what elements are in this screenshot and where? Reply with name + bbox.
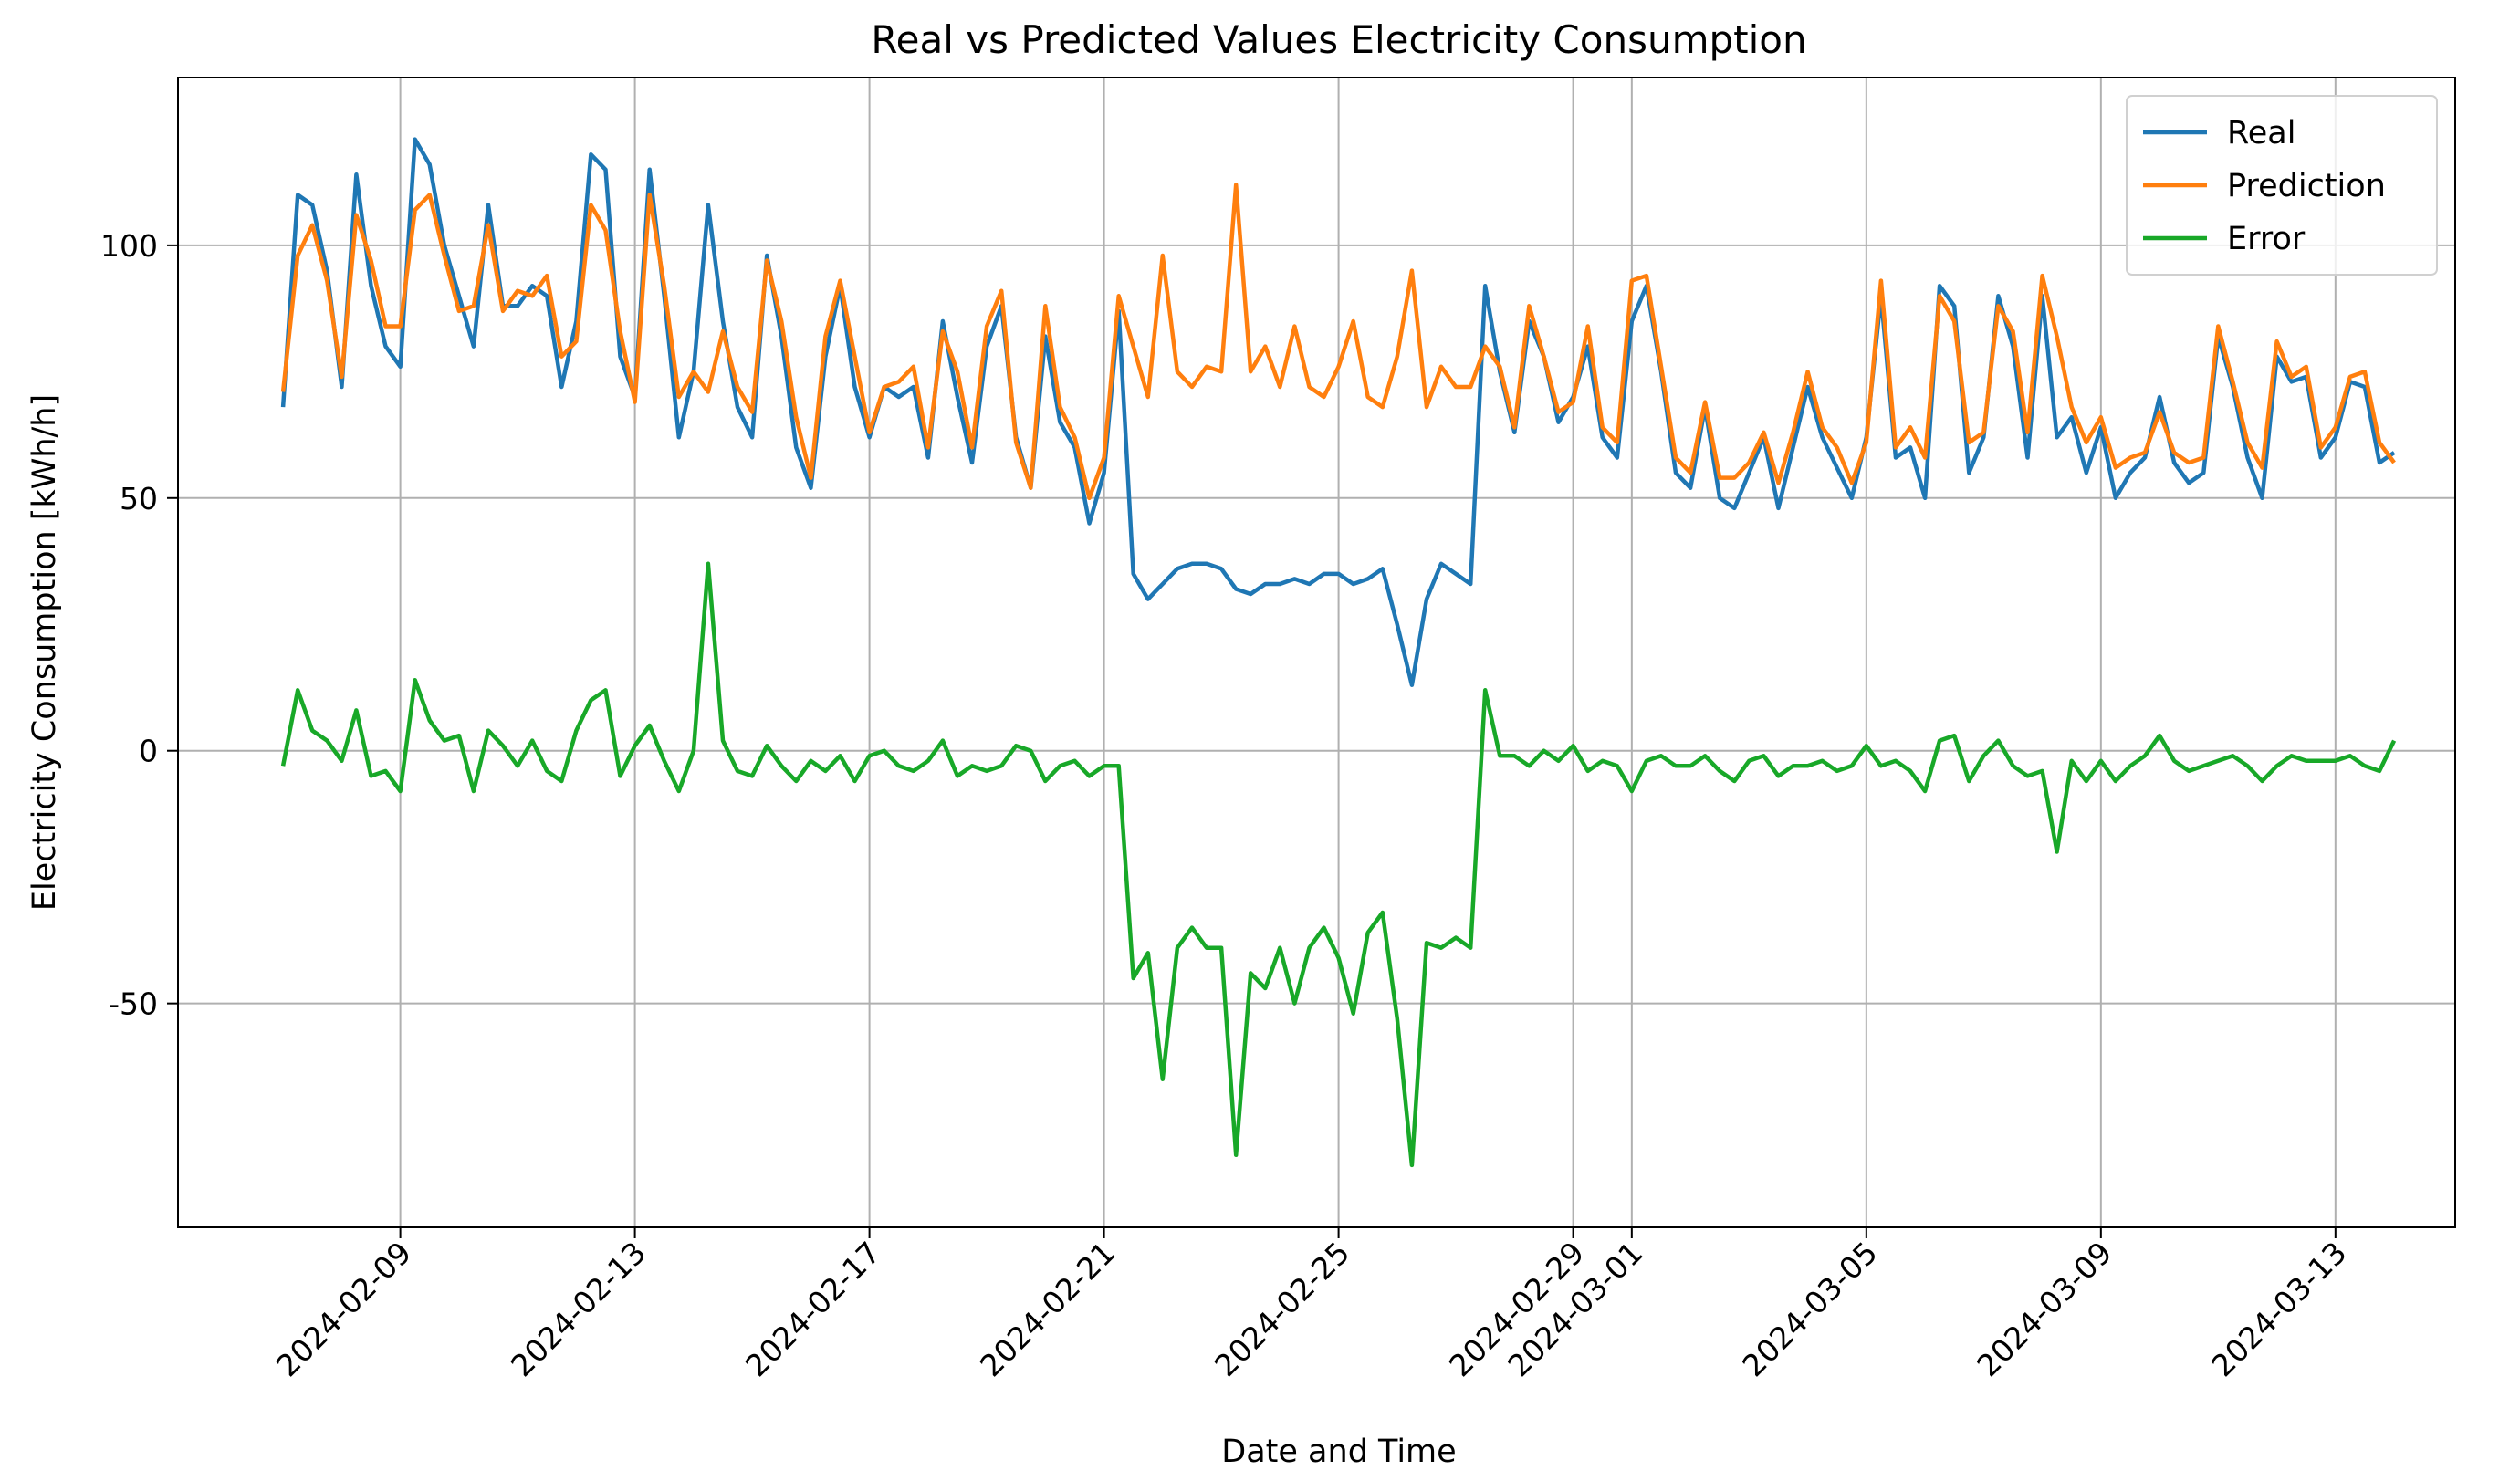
- y-tick-label: 50: [120, 481, 158, 516]
- series-line: [280, 183, 2396, 501]
- legend-label: Real: [2227, 115, 2295, 151]
- y-tick-label: 100: [100, 228, 158, 264]
- legend-label: Error: [2227, 221, 2306, 257]
- chart-title: Real vs Predicted Values Electricity Con…: [871, 17, 1806, 62]
- y-tick-label: -50: [109, 986, 158, 1022]
- x-axis-label: Date and Time: [1221, 1434, 1456, 1470]
- legend: Real Prediction Error: [2126, 95, 2438, 276]
- grid: [178, 78, 2455, 1227]
- legend-box: [2126, 95, 2438, 276]
- legend-label: Prediction: [2227, 168, 2386, 204]
- plot-lines: [280, 137, 2397, 1168]
- y-tick-label: 0: [139, 734, 158, 769]
- y-axis-label: Electricity Consumption [kWh/h]: [26, 394, 63, 911]
- series-line: [280, 561, 2397, 1168]
- axes-frame: [177, 77, 2456, 1228]
